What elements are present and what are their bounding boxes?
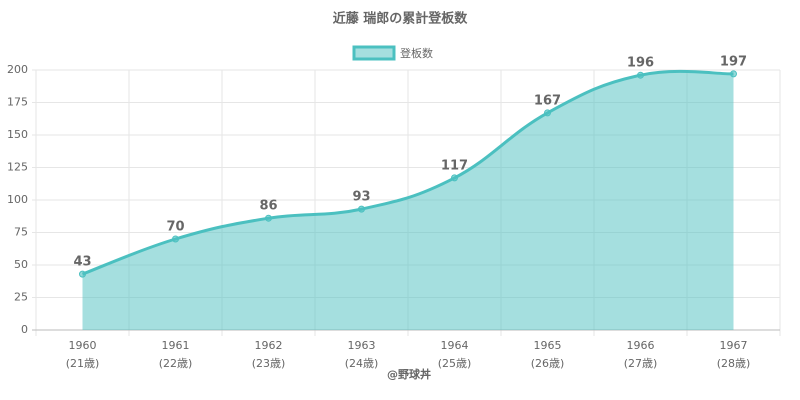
x-tick-sublabel: (23歳) <box>252 357 286 370</box>
data-label: 70 <box>166 220 184 235</box>
point <box>172 235 179 243</box>
data-label: 196 <box>627 56 654 71</box>
x-tick-label: 1966 <box>627 339 655 352</box>
data-label: 93 <box>352 190 370 205</box>
x-tick-label: 1962 <box>255 339 283 352</box>
x-tick-label: 1967 <box>720 339 748 352</box>
data-label: 197 <box>720 54 747 69</box>
point <box>451 174 458 182</box>
point <box>79 270 86 278</box>
x-tick-sublabel: (24歳) <box>345 357 379 370</box>
data-label: 167 <box>534 93 561 108</box>
y-tick-label: 175 <box>7 96 28 109</box>
y-tick-label: 50 <box>14 258 28 271</box>
x-tick-sublabel: (21歳) <box>66 357 100 370</box>
y-tick-label: 125 <box>7 161 28 174</box>
y-tick-label: 25 <box>14 291 28 304</box>
x-tick-sublabel: (22歳) <box>159 357 193 370</box>
legend-swatch <box>352 45 396 61</box>
legend-label: 登板数 <box>400 46 433 60</box>
x-tick-label: 1960 <box>69 339 97 352</box>
x-tick-label: 1964 <box>441 339 469 352</box>
chart-title: 近藤 瑞郎の累計登板数 <box>333 11 469 27</box>
x-tick-sublabel: (28歳) <box>717 357 751 370</box>
y-tick-label: 200 <box>7 63 28 76</box>
data-label: 86 <box>259 199 277 214</box>
credit: @野球丼 <box>387 367 431 381</box>
x-tick-sublabel: (25歳) <box>438 357 472 370</box>
point <box>637 71 644 79</box>
y-tick-label: 75 <box>14 226 28 239</box>
point <box>265 214 272 222</box>
data-label: 117 <box>441 158 468 173</box>
x-tick-sublabel: (27歳) <box>624 357 658 370</box>
area-fill <box>82 71 734 331</box>
data-label: 43 <box>73 255 91 270</box>
point <box>730 70 737 78</box>
y-tick-label: 100 <box>7 193 28 206</box>
y-tick-label: 150 <box>7 128 28 141</box>
point <box>544 109 551 117</box>
x-tick-label: 1961 <box>162 339 190 352</box>
point <box>358 205 365 213</box>
line <box>81 69 734 276</box>
x-tick-label: 1965 <box>534 339 562 352</box>
x-tick-label: 1963 <box>348 339 376 352</box>
y-tick-label: 0 <box>21 323 28 336</box>
x-tick-sublabel: (26歳) <box>531 357 565 370</box>
